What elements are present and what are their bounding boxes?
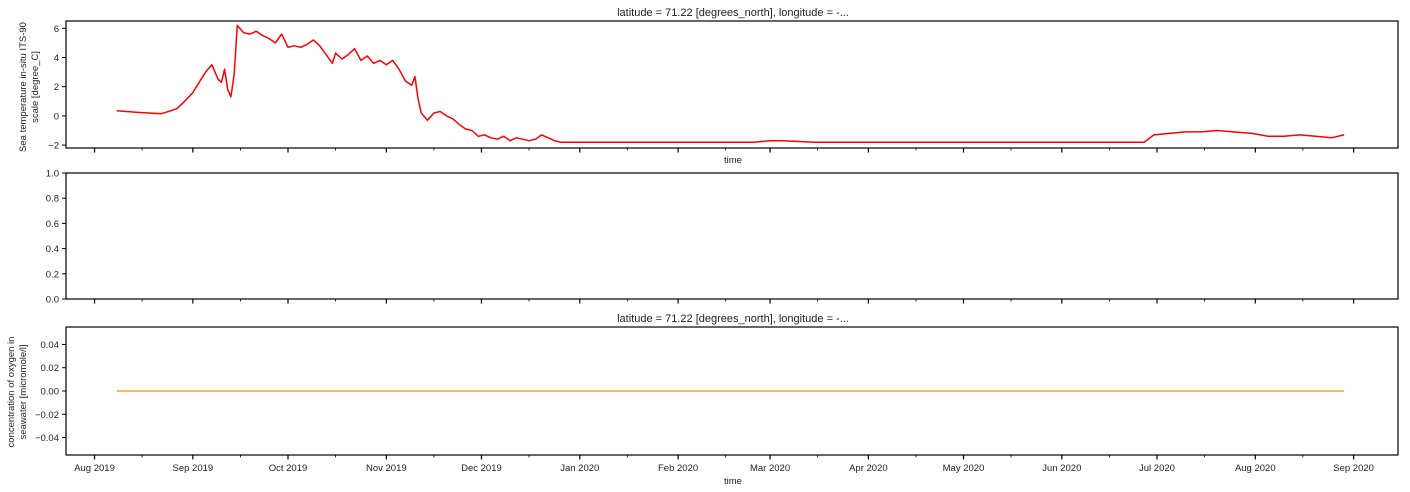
y-tick-label: 0.2 — [46, 269, 59, 280]
series-line-0 — [116, 24, 1345, 143]
x-tick-label: Jan 2020 — [560, 463, 599, 474]
y-tick-label: 2 — [54, 82, 59, 93]
y-tick-label: 0.02 — [41, 363, 60, 374]
x-tick-label: May 2020 — [943, 463, 985, 474]
panel-oxygen-title: latitude = 71.22 [degrees_north], longit… — [617, 313, 849, 325]
x-tick-label: Sep 2019 — [173, 463, 214, 474]
x-tick-label: Mar 2020 — [750, 463, 790, 474]
plot-frame — [65, 172, 1399, 300]
x-tick-label: Sep 2020 — [1333, 463, 1374, 474]
x-tick-label: Oct 2019 — [269, 463, 308, 474]
y-tick-label: 0.0 — [46, 295, 59, 306]
y-tick-label: 0.04 — [41, 340, 60, 351]
x-tick-label: Feb 2020 — [658, 463, 698, 474]
y-tick-label: 6 — [54, 24, 59, 35]
y-tick-label: 0 — [54, 111, 59, 122]
panel-empty: 0.0 0.2 0.4 0.6 0.8 1.0 — [46, 169, 1399, 306]
y-tick-label: −2 — [48, 141, 59, 152]
x-tick-label: Jul 2020 — [1139, 463, 1175, 474]
x-tick-label: Jun 2020 — [1042, 463, 1081, 474]
x-tick-label: Aug 2020 — [1235, 463, 1276, 474]
x-tick-label: Apr 2020 — [849, 463, 888, 474]
panel-oxygen-xlabel: time — [724, 476, 742, 487]
x-tick-label: Aug 2019 — [74, 463, 115, 474]
x-tick-label: Nov 2019 — [366, 463, 407, 474]
panel-oxygen: latitude = 71.22 [degrees_north], longit… — [6, 313, 1399, 487]
panel-oxygen-ylabel-line2: seawater [micromole/l] — [18, 344, 29, 439]
y-tick-label: −0.02 — [35, 410, 59, 421]
panel-temperature-xlabel: time — [724, 155, 742, 166]
plot-frame — [65, 20, 1399, 149]
y-tick-label: 4 — [54, 53, 59, 64]
y-tick-label: 0.8 — [46, 194, 59, 205]
y-tick-label: 0.00 — [41, 387, 60, 398]
x-tick-label: Dec 2019 — [461, 463, 502, 474]
y-tick-label: 0.6 — [46, 219, 59, 230]
panel-temperature-ylabel-line1: Sea temperature in-situ ITS-90 — [18, 22, 29, 152]
panel-oxygen-ylabel-line1: concentration of oxygen in — [6, 337, 17, 448]
y-tick-label: 0.4 — [46, 244, 59, 255]
y-tick-label: 1.0 — [46, 169, 59, 180]
panel-temperature: latitude = 71.22 [degrees_north], longit… — [18, 7, 1399, 166]
y-tick-label: −0.04 — [35, 433, 59, 444]
panel-temperature-ylabel-line2: scale [degree_C] — [30, 51, 41, 123]
panel-temperature-title: latitude = 71.22 [degrees_north], longit… — [617, 7, 849, 19]
